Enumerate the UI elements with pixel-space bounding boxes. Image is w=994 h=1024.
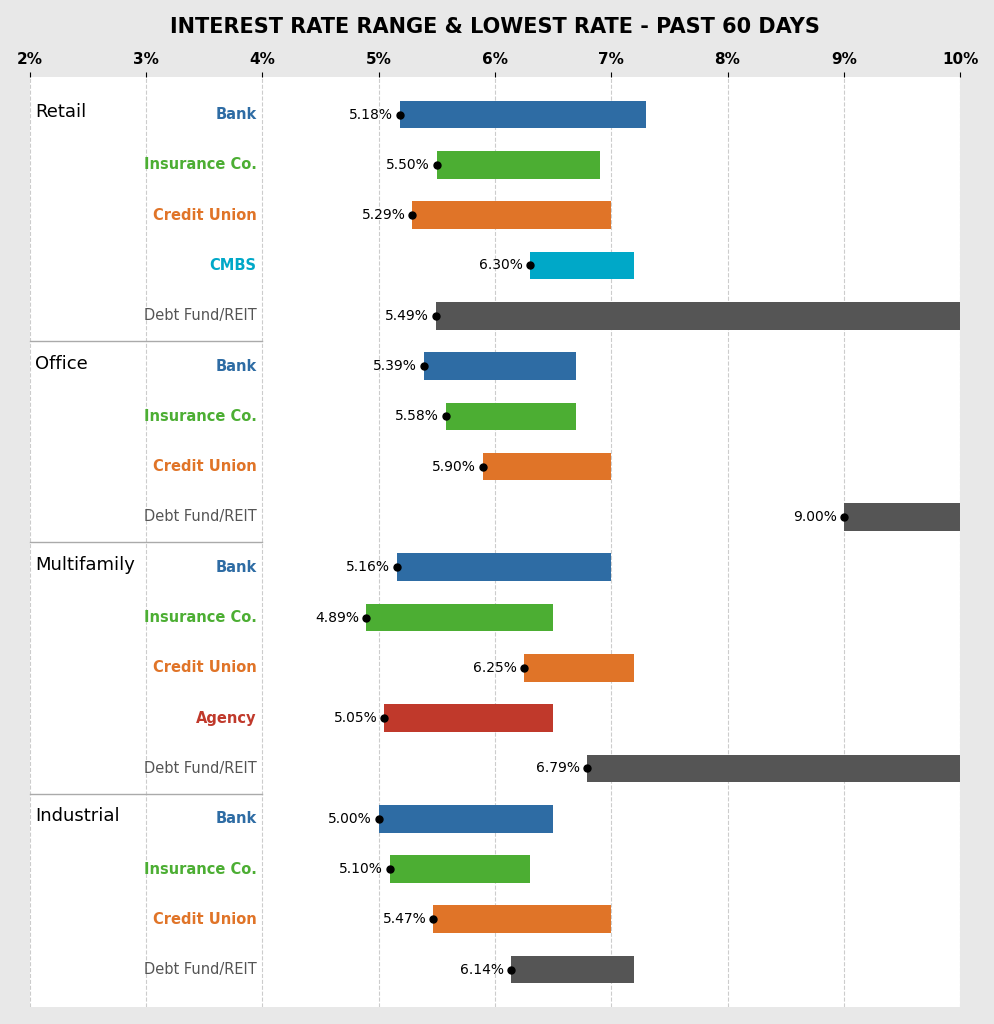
Text: 5.05%: 5.05%: [333, 711, 377, 725]
Text: Insurance Co.: Insurance Co.: [143, 158, 256, 172]
Text: Agency: Agency: [196, 711, 256, 726]
Text: 5.10%: 5.10%: [339, 862, 383, 876]
Text: Office: Office: [36, 354, 88, 373]
Text: 5.90%: 5.90%: [432, 460, 476, 474]
Text: Retail: Retail: [36, 103, 86, 121]
Bar: [366, 604, 553, 632]
Bar: [378, 805, 553, 833]
Bar: [400, 100, 645, 128]
Text: 5.00%: 5.00%: [328, 812, 371, 825]
Text: Bank: Bank: [215, 108, 256, 122]
Text: Insurance Co.: Insurance Co.: [143, 610, 256, 625]
Text: Bank: Bank: [215, 560, 256, 574]
Text: 5.47%: 5.47%: [382, 912, 425, 927]
Text: 6.79%: 6.79%: [536, 762, 580, 775]
Text: Debt Fund/REIT: Debt Fund/REIT: [143, 963, 256, 977]
Text: Credit Union: Credit Union: [152, 459, 256, 474]
Text: 5.16%: 5.16%: [346, 560, 390, 574]
Bar: [445, 402, 576, 430]
Text: 6.25%: 6.25%: [473, 660, 517, 675]
Text: Credit Union: Credit Union: [152, 208, 256, 222]
Bar: [435, 302, 959, 330]
Text: Insurance Co.: Insurance Co.: [143, 861, 256, 877]
Text: Insurance Co.: Insurance Co.: [143, 409, 256, 424]
Text: 6.14%: 6.14%: [460, 963, 504, 977]
Text: CMBS: CMBS: [210, 258, 256, 273]
Text: 5.18%: 5.18%: [348, 108, 393, 122]
Text: 4.89%: 4.89%: [314, 610, 359, 625]
Bar: [524, 654, 634, 682]
Bar: [384, 705, 553, 732]
Text: 9.00%: 9.00%: [792, 510, 836, 524]
Text: Industrial: Industrial: [36, 807, 120, 825]
Title: INTEREST RATE RANGE & LOWEST RATE - PAST 60 DAYS: INTEREST RATE RANGE & LOWEST RATE - PAST…: [170, 16, 819, 37]
Bar: [436, 151, 599, 178]
Bar: [483, 453, 610, 480]
Text: Credit Union: Credit Union: [152, 911, 256, 927]
Text: Debt Fund/REIT: Debt Fund/REIT: [143, 761, 256, 776]
Text: 5.50%: 5.50%: [386, 158, 429, 172]
Bar: [423, 352, 576, 380]
Bar: [397, 553, 610, 581]
Bar: [511, 955, 634, 983]
Text: Debt Fund/REIT: Debt Fund/REIT: [143, 509, 256, 524]
Text: 5.58%: 5.58%: [395, 410, 438, 423]
Text: Debt Fund/REIT: Debt Fund/REIT: [143, 308, 256, 324]
Text: Credit Union: Credit Union: [152, 660, 256, 675]
Bar: [412, 202, 610, 229]
Text: 5.49%: 5.49%: [385, 309, 428, 323]
Bar: [432, 905, 610, 933]
Text: Multifamily: Multifamily: [36, 556, 135, 573]
Bar: [529, 252, 634, 280]
Text: Bank: Bank: [215, 811, 256, 826]
Text: 5.39%: 5.39%: [373, 359, 416, 373]
Bar: [843, 503, 959, 530]
Text: 5.29%: 5.29%: [361, 208, 405, 222]
Bar: [390, 855, 529, 883]
Text: Bank: Bank: [215, 358, 256, 374]
Bar: [586, 755, 959, 782]
Text: 6.30%: 6.30%: [478, 258, 522, 272]
